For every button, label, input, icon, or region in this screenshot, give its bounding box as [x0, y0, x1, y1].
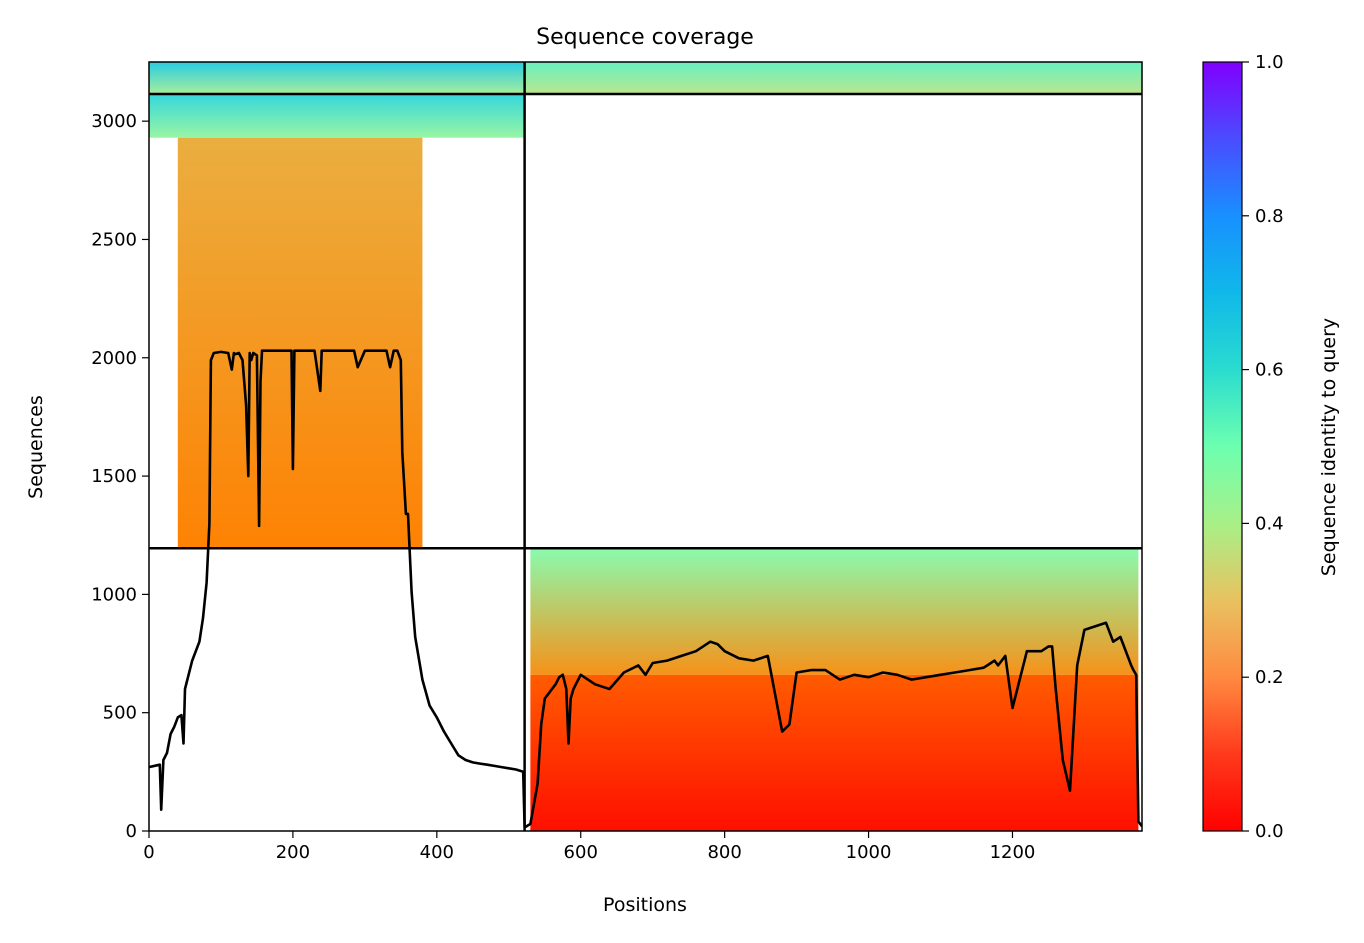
- x-tick-label: 0: [143, 842, 154, 863]
- x-tick-label: 1200: [990, 842, 1036, 863]
- heatmap-block-0: [149, 62, 525, 94]
- coverage-line: [149, 349, 1142, 829]
- x-tick-label: 200: [276, 842, 310, 863]
- x-axis: 0 200 400 600 800 1000 1200: [143, 831, 1035, 863]
- x-tick-label: 400: [420, 842, 454, 863]
- heatmap-block-5: [530, 674, 1139, 831]
- y-tick-label: 500: [103, 703, 137, 724]
- colorbar-tick-label: 1.0: [1255, 52, 1284, 73]
- colorbar-tick-label: 0.2: [1255, 667, 1284, 688]
- coverage-line-layer: [149, 349, 1142, 829]
- colorbar: [1202, 61, 1243, 832]
- colorbar-label: Sequence identity to query: [1318, 318, 1340, 576]
- y-axis: 0 500 1000 1500 2000 2500 3000: [91, 111, 149, 842]
- y-tick-label: 3000: [91, 111, 137, 132]
- colorbar-tick-label: 0.8: [1255, 206, 1284, 227]
- y-tick-label: 2500: [91, 229, 137, 250]
- colorbar-tick-label: 0.6: [1255, 360, 1284, 381]
- colorbar-tick-label: 0.4: [1255, 513, 1284, 534]
- colorbar-ticks: 0.0 0.2 0.4 0.6 0.8 1.0: [1242, 52, 1284, 842]
- y-tick-label: 2000: [91, 348, 137, 369]
- x-tick-label: 600: [564, 842, 598, 863]
- y-tick-label: 0: [126, 821, 137, 842]
- chart-title: Sequence coverage: [536, 25, 754, 50]
- colorbar-tick-label: 0.0: [1255, 821, 1284, 842]
- chain-boundaries: [149, 62, 1142, 831]
- x-tick-label: 800: [707, 842, 741, 863]
- x-axis-label: Positions: [603, 894, 687, 916]
- heatmap-block-2: [177, 137, 423, 549]
- plot-frame: [148, 61, 1143, 832]
- y-tick-label: 1500: [91, 466, 137, 487]
- heatmap-block-1: [149, 93, 525, 138]
- x-tick-label: 1000: [846, 842, 892, 863]
- heatmap-block-4: [530, 548, 1139, 675]
- heatmap-blocks: [149, 62, 1142, 831]
- y-tick-label: 1000: [91, 584, 137, 605]
- y-axis-label: Sequences: [25, 395, 47, 499]
- heatmap-block-3: [524, 62, 1142, 94]
